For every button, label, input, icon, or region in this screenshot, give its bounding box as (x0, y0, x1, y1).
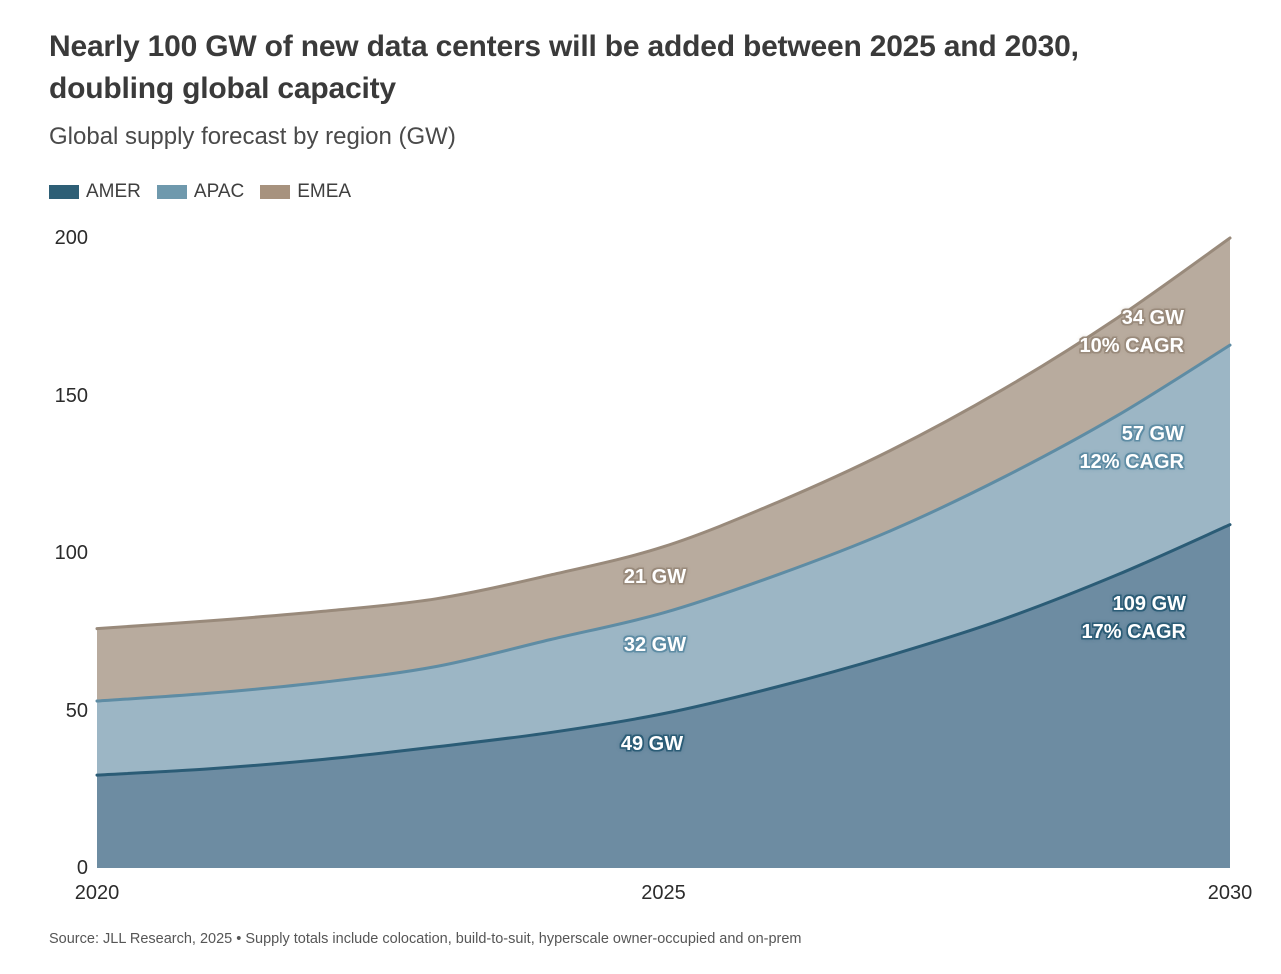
y-tick-label: 0 (76, 857, 88, 879)
area-boundary-apac (95, 343, 1232, 703)
legend-item-emea: EMEA (260, 181, 351, 203)
legend-swatch-apac (156, 185, 187, 199)
source-note: Source: JLL Research, 2025 • Supply tota… (49, 931, 802, 947)
data-label: 32 GW (623, 634, 687, 656)
legend-label: EMEA (297, 181, 352, 202)
legend-item-amer: AMER (49, 181, 141, 203)
legend-item-apac: APAC (156, 181, 245, 203)
x-tick-label: 2030 (1207, 882, 1253, 904)
y-tick-label: 200 (54, 227, 88, 249)
data-label: 34 GW 10% CAGR (1079, 307, 1184, 357)
y-tick-label: 100 (54, 542, 88, 564)
data-label: 49 GW (620, 733, 684, 755)
x-tick-label: 2025 (641, 882, 686, 904)
data-label: 21 GW (623, 566, 687, 588)
area-fill-emea (97, 238, 1230, 702)
legend-label: APAC (193, 181, 245, 202)
area-fill-amer (97, 524, 1230, 868)
area-fill-apac (97, 345, 1230, 776)
chart-title-line1: Nearly 100 GW of new data centers will b… (49, 30, 1079, 63)
y-tick-label: 150 (54, 384, 88, 407)
data-label: 109 GW 17% CAGR (1081, 593, 1186, 643)
y-tick-label: 50 (65, 699, 88, 722)
legend-swatch-emea (260, 185, 291, 199)
area-boundary-emea (95, 236, 1232, 631)
legend-label: AMER (86, 181, 141, 202)
area-boundary-amer (95, 523, 1232, 777)
chart-title-line2: doubling global capacity (49, 72, 396, 105)
chart-subtitle: Global supply forecast by region (GW) (49, 123, 456, 150)
legend-swatch-amer (49, 185, 79, 199)
data-label: 57 GW 12% CAGR (1079, 423, 1184, 473)
legend: AMER APAC EMEA (49, 181, 351, 203)
x-tick-label: 2020 (74, 882, 120, 904)
chart-title: Nearly 100 GW of new data centers will b… (49, 26, 1239, 110)
